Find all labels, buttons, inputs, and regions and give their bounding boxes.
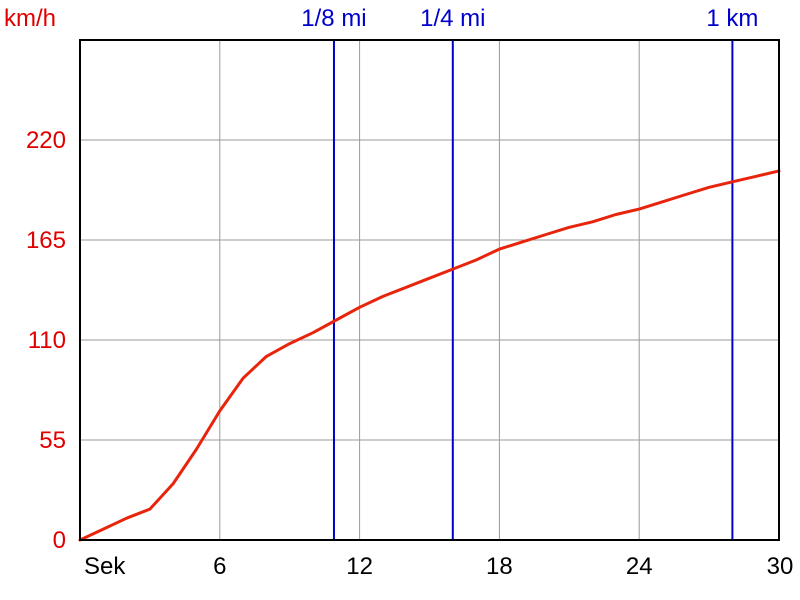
x-tick-label: 24 — [626, 553, 653, 580]
y-tick-label: 165 — [26, 227, 66, 254]
x-tick-labels: Sek 6 12 18 24 30 — [84, 553, 793, 580]
x-tick-label: 18 — [486, 553, 513, 580]
y-tick-label: 220 — [26, 127, 66, 154]
distance-marker-label: 1 km — [706, 5, 758, 32]
x-tick-label: 12 — [346, 553, 373, 580]
grid — [80, 40, 779, 540]
y-tick-label: 110 — [28, 327, 66, 354]
x-tick-label: Sek — [84, 553, 126, 580]
y-tick-labels: 0 55 110 165 220 — [26, 127, 66, 554]
distance-marker-label: 1/8 mi — [301, 5, 366, 32]
y-tick-label: 55 — [39, 427, 66, 454]
x-tick-label: 6 — [213, 553, 226, 580]
plot-frame — [79, 39, 780, 541]
distance-markers: 1/8 mi 1/4 mi 1 km — [301, 5, 758, 540]
y-axis-label: km/h — [4, 5, 56, 32]
x-tick-label: 30 — [767, 553, 794, 580]
series-layer — [78, 169, 781, 542]
y-tick-label: 0 — [53, 527, 66, 554]
speed-series-line — [78, 169, 781, 542]
distance-marker-label: 1/4 mi — [420, 5, 485, 32]
